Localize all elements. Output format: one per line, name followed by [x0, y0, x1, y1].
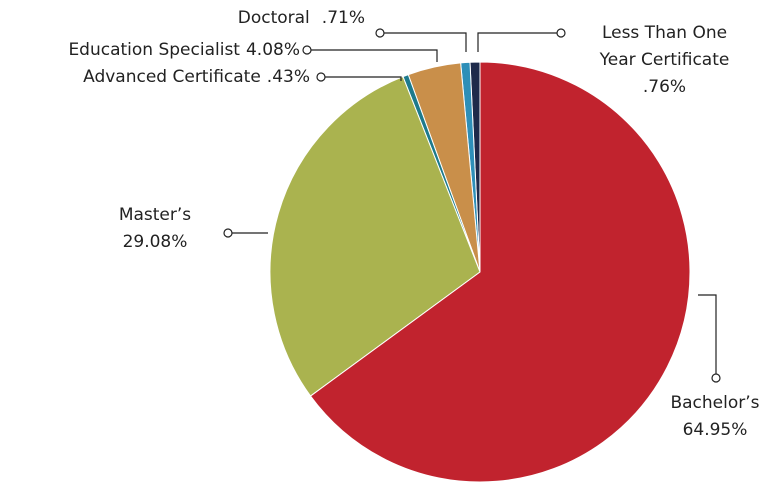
leader-line — [307, 49, 438, 62]
category-name: Doctoral — [237, 8, 310, 28]
slice-label: Bachelor’s 64.95% — [630, 390, 770, 444]
category-name: Education Specialist — [68, 40, 240, 60]
slice-label: Education Specialist 4.08% — [10, 37, 300, 64]
category-name: Master’s — [118, 205, 192, 225]
leader-line — [321, 76, 402, 81]
value-label: 64.95% — [682, 420, 748, 440]
slice-label: Advanced Certificate .43% — [20, 64, 310, 91]
slice-label: Master’s 29.08% — [70, 202, 240, 256]
leader-line — [698, 294, 717, 374]
leader-dot — [375, 28, 385, 38]
value-label: .71% — [321, 8, 365, 28]
slice-label: Less Than One Year Certificate .76% — [572, 20, 757, 101]
category-name: Less Than One Year Certificate — [599, 23, 730, 70]
leader-dot — [316, 72, 326, 82]
value-label: .76% — [642, 77, 687, 97]
leader-dot — [556, 28, 566, 38]
pie-slice — [269, 75, 481, 397]
value-label: 29.08% — [122, 232, 188, 252]
leader-dot — [302, 45, 312, 55]
category-name: Bachelor’s — [670, 393, 760, 413]
leader-dot — [711, 373, 721, 383]
leader-line — [380, 32, 467, 52]
pie-slice — [309, 61, 691, 483]
slice-label: Doctoral .71% — [150, 5, 365, 32]
leaders — [223, 28, 721, 383]
leader-dot — [223, 228, 233, 238]
leader-line — [477, 32, 561, 52]
category-name: Advanced Certificate — [83, 67, 261, 87]
value-label: .43% — [266, 67, 310, 87]
value-label: 4.08% — [245, 40, 300, 60]
